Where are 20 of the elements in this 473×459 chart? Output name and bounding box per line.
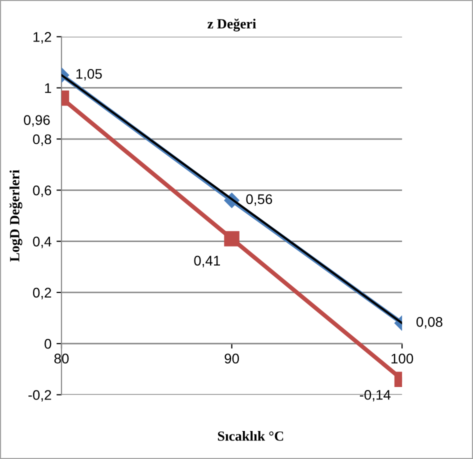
x-tick-label: 100 bbox=[392, 354, 414, 364]
x-tick-label: 80 bbox=[54, 354, 69, 364]
y-tick-label: 0,6 bbox=[33, 185, 52, 197]
y-tick-label: -0,2 bbox=[28, 390, 52, 402]
chart-title: z Değeri bbox=[208, 18, 256, 32]
data-label: 0,96 bbox=[24, 115, 50, 127]
data-label: 1,05 bbox=[76, 68, 102, 80]
y-tick-label: 0,8 bbox=[33, 134, 52, 146]
data-label: 0,41 bbox=[194, 256, 220, 268]
x-tick-label: 90 bbox=[224, 354, 239, 364]
data-label: 0,56 bbox=[246, 194, 272, 206]
y-tick-label: 1 bbox=[45, 83, 52, 93]
x-axis-title: Sıcaklık °C bbox=[218, 431, 284, 441]
data-label: -0,14 bbox=[360, 390, 391, 402]
y-tick-label: 0,2 bbox=[33, 288, 52, 300]
y-axis-title: LogD Değerleri bbox=[9, 170, 22, 262]
y-tick-label: 0,4 bbox=[33, 236, 52, 248]
data-label: 0,08 bbox=[416, 317, 442, 329]
y-tick-label: 0 bbox=[44, 338, 52, 349]
y-tick-label: 1,2 bbox=[34, 32, 52, 44]
